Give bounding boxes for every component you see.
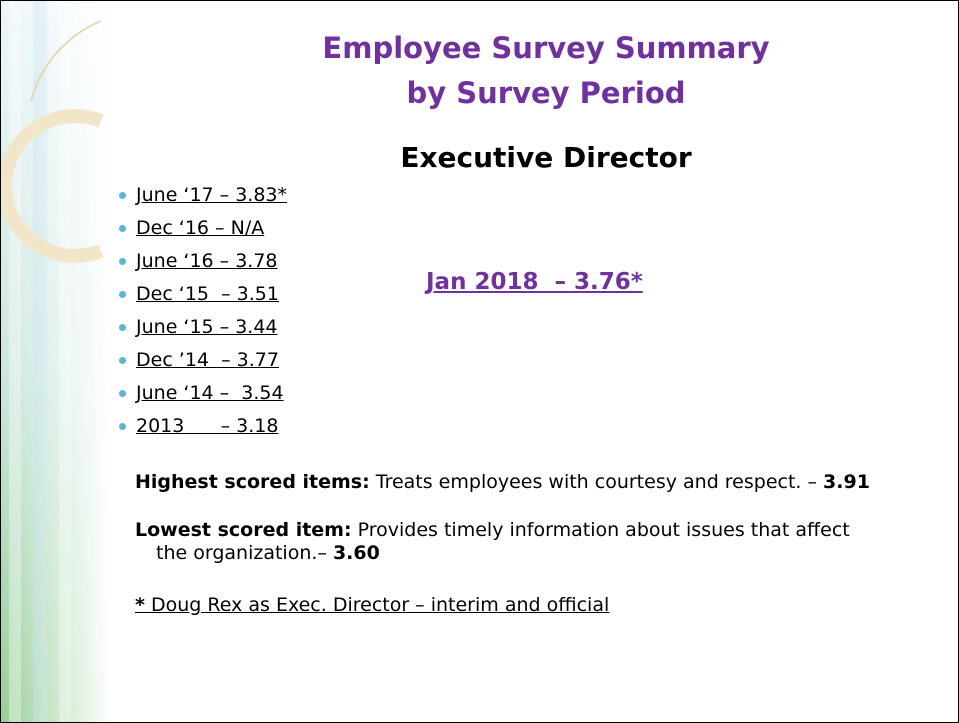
list-item: 2013 – 3.18: [119, 410, 287, 443]
list-item: June ‘14 – 3.54: [119, 377, 287, 410]
text: the organization.–: [156, 542, 333, 564]
list-item: June ‘15 – 3.44: [119, 311, 287, 344]
item-text: 2013 – 3.18: [136, 415, 279, 437]
list-item: June ‘16 – 3.78: [119, 245, 287, 278]
text: Provides timely information about issues…: [351, 519, 850, 541]
title: by Survey Period: [406, 76, 686, 110]
list-item: Dec ‘15 – 3.51: [119, 278, 287, 311]
title: Employee Survey Summary: [322, 31, 770, 65]
text: the organization.– 3.60: [135, 542, 850, 565]
item-text: Dec ’14 – 3.77: [136, 349, 279, 371]
period-list: June ‘17 – 3.83* Dec ‘16 – N/A June ‘16 – …: [119, 179, 287, 443]
value: 3.60: [332, 542, 380, 564]
list-item: June ‘17 – 3.83*: [119, 179, 287, 212]
item-text: June ‘17 – 3.83*: [136, 184, 288, 206]
item-text: June ‘14 – 3.54: [136, 382, 284, 404]
highlight: Jan 2018 – 3.76*: [426, 269, 643, 295]
value: 3.91: [823, 471, 870, 493]
lowest-item: Lowest scored item: Provides timely info…: [135, 519, 850, 565]
label: Lowest scored item:: [135, 519, 352, 541]
decoration: [1, 1, 111, 722]
list-item: Dec ‘16 – N/A: [119, 212, 287, 245]
mark: *: [135, 594, 145, 616]
footnote: * Doug Rex as Exec. Director – interim a…: [135, 594, 609, 616]
item-text: June ‘16 – 3.78: [136, 250, 278, 272]
highest-item: Highest scored items: Treats employees w…: [135, 471, 870, 493]
item-text: Dec ‘15 – 3.51: [136, 283, 279, 305]
text: Treats employees with courtesy and respe…: [369, 471, 824, 493]
item-text: June ‘15 – 3.44: [136, 316, 278, 338]
list-item: Dec ’14 – 3.77: [119, 344, 287, 377]
label: Highest scored items:: [135, 471, 370, 493]
item-text: Dec ‘16 – N/A: [136, 217, 265, 239]
text: Doug Rex as Exec. Director – interim and…: [144, 594, 610, 616]
subtitle: Executive Director: [400, 141, 692, 174]
